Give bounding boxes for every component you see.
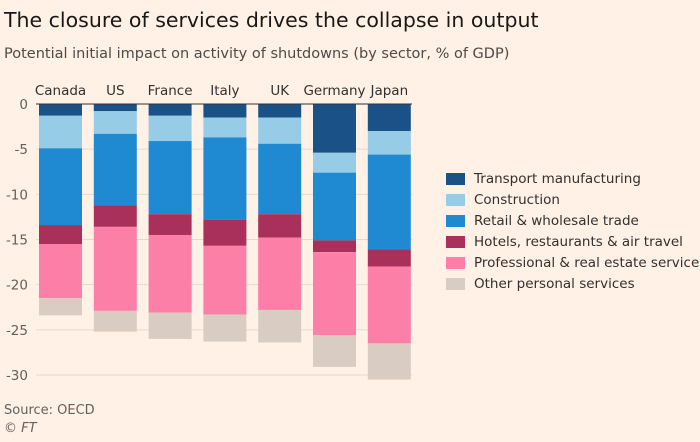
chart-legend: Transport manufacturing Construction Retai… [446,168,700,294]
bar-segment-japan-retail-wholesale-trade [367,154,411,250]
bar-segment-us-construction [93,111,137,134]
bar-segment-japan-construction [367,131,411,155]
x-category-label: UK [270,83,290,99]
legend-swatch [446,277,465,290]
bar-segment-italy-professional-real-estate-services [203,245,247,315]
legend-swatch [446,172,465,185]
bar-segment-uk-professional-real-estate-services [258,237,302,310]
y-tick-label: -25 [6,323,28,339]
bar-segment-japan-transport-manufacturing [367,104,411,132]
bar-segment-germany-professional-real-estate-services [313,252,356,336]
bar-segment-italy-retail-wholesale-trade [203,137,247,220]
bar-segment-japan-professional-real-estate-services [367,266,411,344]
bar-segment-france-professional-real-estate-services [148,234,192,313]
y-tick-label: 0 [19,97,28,113]
legend-label: Other personal services [474,275,635,292]
bar-segment-japan-other-personal-services [367,343,411,380]
legend-label: Construction [474,191,560,208]
legend-label: Hotels, restaurants & air travel [474,233,683,250]
bar-segment-germany-transport-manufacturing [313,104,356,153]
legend-label: Retail & wholesale trade [474,212,639,229]
y-tick-label: -15 [6,233,28,249]
source-note: Source: OECD [4,403,95,418]
y-tick-label: -5 [15,142,28,158]
legend-swatch [446,256,465,269]
legend-swatch [446,235,465,248]
bar-segment-uk-construction [258,117,302,144]
legend-item-construction: Construction [446,189,700,210]
bar-segment-us-other-personal-services [93,310,137,332]
bar-segment-us-hotels-restaurants-air-travel [93,205,137,227]
x-category-label: France [148,83,193,99]
bar-segment-germany-other-personal-services [313,335,356,367]
bar-segment-france-transport-manufacturing [148,104,192,116]
legend-item-hotels-restaurants-air-travel: Hotels, restaurants & air travel [446,231,700,252]
bar-segment-uk-hotels-restaurants-air-travel [258,214,302,238]
bar-segment-italy-construction [203,117,247,138]
legend-label: Professional & real estate services [474,254,700,271]
bar-segment-france-construction [148,115,192,142]
chart-subtitle: Potential initial impact on activity of … [4,46,510,62]
legend-item-retail-wholesale-trade: Retail & wholesale trade [446,210,700,231]
bar-segment-germany-retail-wholesale-trade [313,172,356,241]
bar-segment-us-transport-manufacturing [93,104,137,112]
y-tick-label: -20 [6,278,28,294]
x-category-label: Canada [35,83,86,99]
credit-note: © FT [4,421,37,436]
x-category-label: Italy [210,83,239,99]
legend-swatch [446,193,465,206]
bar-segment-uk-retail-wholesale-trade [258,143,302,215]
bar-segment-italy-transport-manufacturing [203,104,247,118]
legend-item-professional-real-estate-services: Professional & real estate services [446,252,700,273]
bar-segment-france-hotels-restaurants-air-travel [148,214,192,235]
legend-item-other-personal-services: Other personal services [446,273,700,294]
bar-segment-france-retail-wholesale-trade [148,141,192,215]
bar-segment-france-other-personal-services [148,312,192,339]
bar-segment-us-professional-real-estate-services [93,226,137,311]
y-tick-label: -30 [6,368,28,384]
bar-segment-canada-hotels-restaurants-air-travel [39,225,82,245]
bar-segment-germany-construction [313,152,356,173]
bar-segment-canada-professional-real-estate-services [39,244,82,299]
legend-label: Transport manufacturing [474,170,641,187]
legend-swatch [446,214,465,227]
bar-segment-japan-hotels-restaurants-air-travel [367,249,411,267]
bar-segment-uk-transport-manufacturing [258,104,302,118]
bar-segment-us-retail-wholesale-trade [93,133,137,206]
bar-segment-canada-retail-wholesale-trade [39,148,82,226]
x-category-label: US [106,83,124,99]
bar-segment-canada-other-personal-services [39,298,82,316]
bar-segment-germany-hotels-restaurants-air-travel [313,240,356,253]
x-category-label: Japan [369,83,408,99]
y-tick-label: -10 [6,187,28,203]
x-category-label: Germany [303,83,365,99]
chart-title: The closure of services drives the colla… [4,8,539,32]
bar-segment-canada-transport-manufacturing [39,104,82,116]
bar-segment-italy-hotels-restaurants-air-travel [203,219,247,246]
bar-segment-uk-other-personal-services [258,309,302,343]
bar-segment-italy-other-personal-services [203,314,247,342]
legend-item-transport-manufacturing: Transport manufacturing [446,168,700,189]
bar-segment-canada-construction [39,115,82,149]
